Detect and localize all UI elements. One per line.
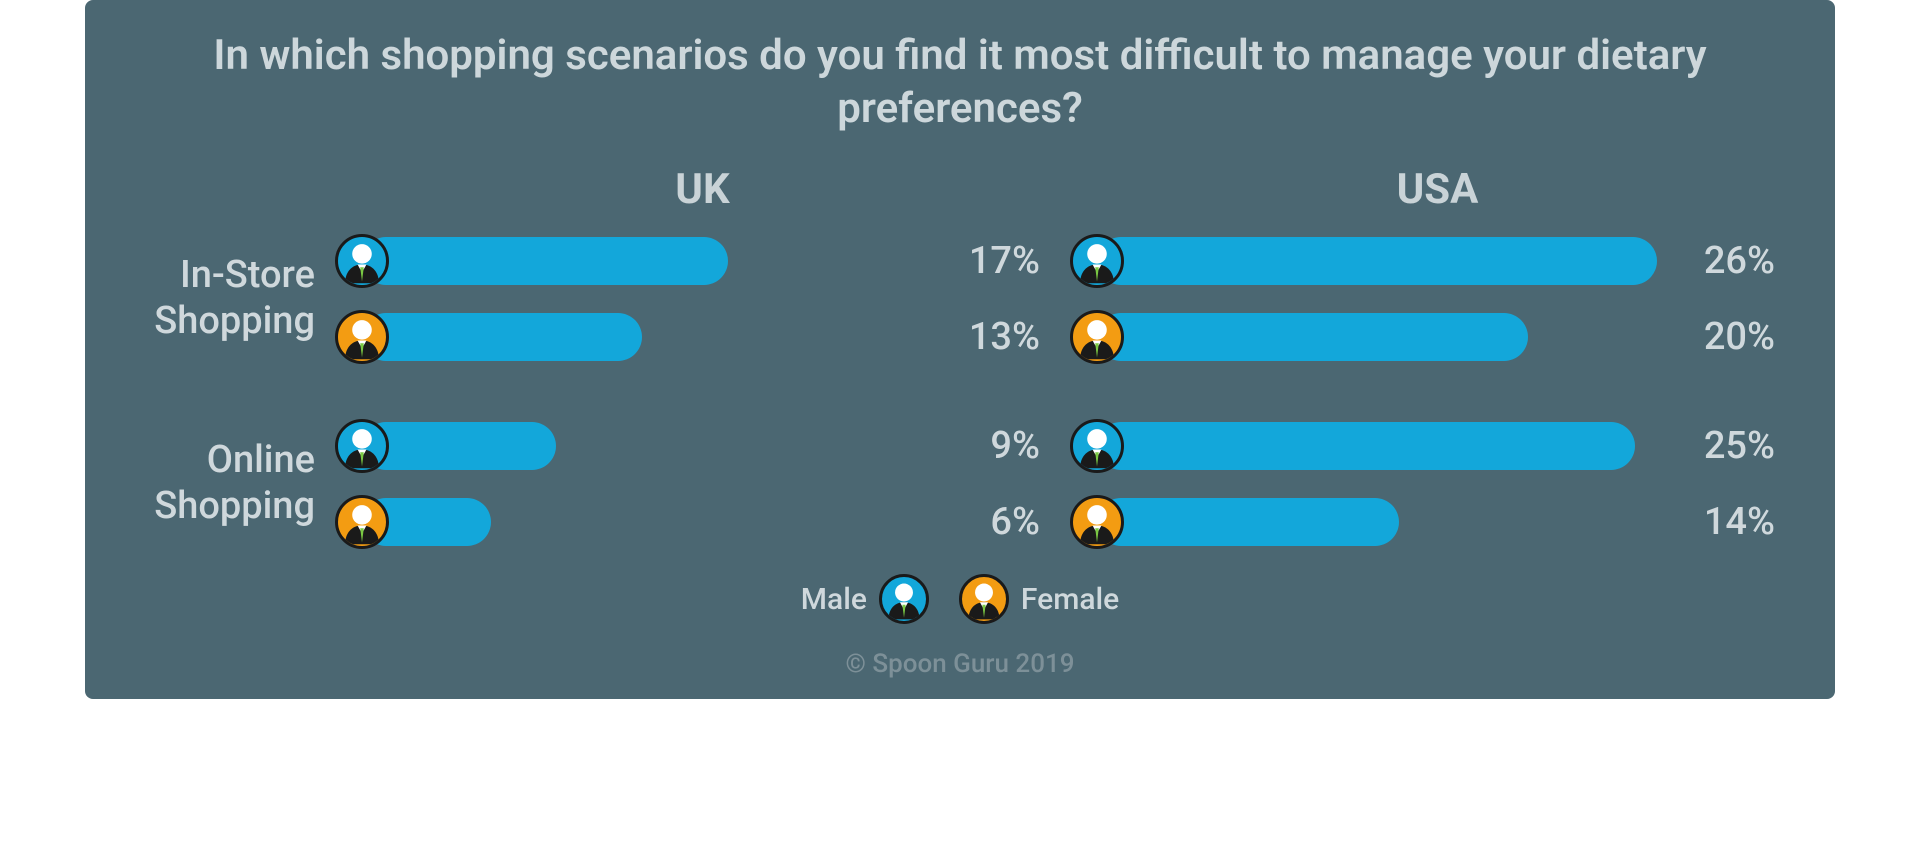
bar xyxy=(1097,313,1528,361)
bar-line: 20% xyxy=(1070,310,1775,364)
row-label-line: Shopping xyxy=(115,299,335,345)
bar xyxy=(362,313,642,361)
bar-line: 25% xyxy=(1070,419,1775,473)
legend: Male Female xyxy=(115,574,1805,624)
female-avatar-icon xyxy=(959,574,1009,624)
bar xyxy=(362,422,556,470)
bar-line: 6% xyxy=(335,495,1040,549)
bar xyxy=(1097,422,1635,470)
percent-label: 14% xyxy=(1689,500,1775,544)
female-avatar-icon xyxy=(1070,310,1124,364)
chart-panel: In which shopping scenarios do you find … xyxy=(85,0,1835,699)
percent-label: 20% xyxy=(1689,315,1775,359)
bar xyxy=(1097,498,1399,546)
bar-line: 17% xyxy=(335,234,1040,288)
bar-line: 9% xyxy=(335,419,1040,473)
bars-column: 26% 20% xyxy=(1070,234,1805,364)
legend-male: Male xyxy=(801,574,929,624)
bar xyxy=(1097,237,1657,285)
row-label-wrap: OnlineShopping xyxy=(115,419,335,549)
bar-line: 26% xyxy=(1070,234,1775,288)
bar-line: 13% xyxy=(335,310,1040,364)
percent-label: 26% xyxy=(1689,239,1775,283)
bar-line: 14% xyxy=(1070,495,1775,549)
percent-label: 25% xyxy=(1689,424,1775,468)
col-header-uk: UK xyxy=(335,165,1070,214)
category-row: OnlineShopping 9% 6% 25% 14% xyxy=(115,419,1805,549)
male-avatar-icon xyxy=(335,419,389,473)
percent-label: 13% xyxy=(954,315,1040,359)
legend-female-label: Female xyxy=(1021,582,1119,617)
male-avatar-icon xyxy=(335,234,389,288)
row-label-line: In-Store xyxy=(115,253,335,299)
copyright: © Spoon Guru 2019 xyxy=(115,649,1805,679)
col-uk: UK xyxy=(335,165,1070,214)
percent-label: 9% xyxy=(975,424,1040,468)
male-avatar-icon xyxy=(1070,234,1124,288)
spacer xyxy=(115,165,335,214)
category-group: In-StoreShopping 17% 13% 26% 20% xyxy=(115,234,1805,364)
row-label-line: Online xyxy=(115,438,335,484)
male-avatar-icon xyxy=(879,574,929,624)
col-usa: USA xyxy=(1070,165,1805,214)
bars-column: 17% 13% xyxy=(335,234,1070,364)
chart-title: In which shopping scenarios do you find … xyxy=(115,30,1805,135)
categories-container: In-StoreShopping 17% 13% 26% 20%OnlineSh… xyxy=(115,234,1805,549)
female-avatar-icon xyxy=(335,495,389,549)
percent-label: 17% xyxy=(954,239,1040,283)
bars-column: 9% 6% xyxy=(335,419,1070,549)
female-avatar-icon xyxy=(335,310,389,364)
bar xyxy=(362,237,728,285)
column-headers: UK USA xyxy=(115,165,1805,214)
legend-male-label: Male xyxy=(801,582,867,617)
category-group: OnlineShopping 9% 6% 25% 14% xyxy=(115,419,1805,549)
row-label-line: Shopping xyxy=(115,484,335,530)
col-header-usa: USA xyxy=(1070,165,1805,214)
bars-column: 25% 14% xyxy=(1070,419,1805,549)
male-avatar-icon xyxy=(1070,419,1124,473)
percent-label: 6% xyxy=(975,500,1040,544)
legend-female: Female xyxy=(959,574,1119,624)
category-row: In-StoreShopping 17% 13% 26% 20% xyxy=(115,234,1805,364)
female-avatar-icon xyxy=(1070,495,1124,549)
row-label-wrap: In-StoreShopping xyxy=(115,234,335,364)
